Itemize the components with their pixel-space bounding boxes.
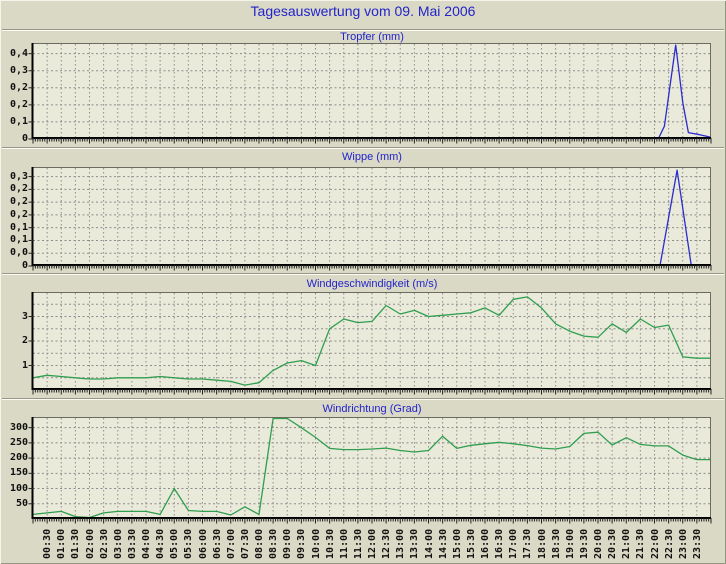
x-axis-label: 12:30	[381, 528, 393, 559]
x-axis-label: 17:00	[508, 528, 520, 559]
x-axis-label: 14:30	[437, 528, 449, 559]
x-axis-label: 19:00	[564, 528, 576, 559]
y-axis-label: 3	[21, 310, 28, 322]
y-axis-label: 300	[9, 421, 28, 433]
x-axis-label: 11:00	[338, 528, 350, 559]
x-axis-label: 23:00	[677, 528, 689, 559]
y-axis-label: 200	[9, 452, 28, 464]
x-axis-label: 16:00	[480, 528, 491, 559]
x-axis-label: 05:00	[169, 528, 181, 559]
x-axis-label: 09:30	[296, 528, 308, 559]
x-axis-label: 18:30	[550, 528, 562, 559]
x-axis-label: 17:30	[522, 528, 534, 559]
x-axis-label: 04:00	[141, 528, 152, 559]
x-axis-label: 15:00	[451, 528, 463, 559]
y-axis-label: 0,2	[9, 81, 28, 93]
x-axis-label: 01:00	[56, 528, 68, 559]
x-axis-label: 08:00	[254, 528, 265, 559]
x-axis-label: 07:00	[225, 528, 237, 559]
separator	[2, 398, 724, 400]
y-axis-label: 0,4	[9, 47, 28, 59]
plot-windrichtung	[28, 417, 712, 524]
y-axis-label: 0,0	[9, 247, 28, 259]
x-axis-label: 01:30	[70, 528, 82, 559]
y-axis-label: 250	[9, 436, 28, 448]
x-axis-label: 21:00	[621, 528, 633, 559]
x-axis-label: 10:30	[324, 528, 336, 559]
x-axis-label: 13:30	[409, 528, 421, 559]
y-axis-label: 0	[21, 260, 28, 271]
y-axis-label: 0,2	[9, 98, 28, 110]
x-axis-label: 22:30	[663, 528, 675, 559]
x-axis-label: 05:30	[183, 528, 195, 559]
y-axis-label: 0,3	[9, 64, 28, 76]
y-axis-label: 0,1	[9, 115, 28, 127]
chart-title-windrichtung: Windrichtung (Grad)	[322, 403, 422, 415]
x-axis-label: 08:30	[268, 528, 280, 559]
x-axis-label: 19:30	[578, 528, 590, 559]
x-axis-label: 16:30	[494, 528, 506, 559]
x-axis-label: 21:30	[635, 528, 647, 559]
chart-title-windgeschwindigkeit: Windgeschwindigkeit (m/s)	[306, 278, 438, 290]
y-axis-label: 1	[21, 359, 28, 371]
separator	[2, 29, 724, 31]
y-axis-label: 150	[9, 467, 28, 479]
separator	[2, 147, 724, 149]
y-axis-label: 50	[15, 497, 28, 509]
chart-title-wippe: Wippe (mm)	[342, 151, 402, 163]
x-axis-label: 03:00	[112, 528, 124, 559]
plot-windgeschwindigkeit	[28, 292, 712, 395]
x-axis-label: 13:00	[395, 528, 407, 559]
x-axis-label: 02:00	[84, 528, 96, 559]
x-axis-label: 06:30	[211, 528, 223, 559]
y-axis-label: 2	[21, 335, 28, 346]
x-axis-label: 22:00	[649, 528, 661, 559]
x-axis-label: 06:00	[197, 528, 209, 559]
x-axis-label: 18:00	[536, 528, 548, 559]
y-axis-label: 0,2	[9, 183, 28, 195]
x-axis-label: 10:00	[310, 528, 322, 559]
x-axis-label: 07:30	[239, 528, 251, 559]
plot-wippe	[28, 167, 712, 271]
x-axis-label: 00:30	[42, 528, 54, 559]
x-axis-label: 20:00	[593, 528, 604, 559]
y-axis-label: 0,1	[9, 221, 28, 233]
x-axis-label: 14:00	[423, 528, 435, 559]
y-axis-label: 0,2	[9, 208, 28, 220]
page-title: Tagesauswertung vom 09. Mai 2006	[250, 3, 476, 19]
x-axis-label: 12:00	[367, 528, 378, 559]
x-axis-label: 23:30	[691, 528, 703, 559]
separator	[2, 273, 724, 275]
y-axis-label: 100	[9, 482, 28, 494]
y-axis-label: 0,2	[9, 196, 28, 208]
plot-tropfer	[28, 43, 712, 144]
chart-title-tropfer: Tropfer (mm)	[340, 31, 404, 43]
x-axis-label: 09:00	[282, 528, 294, 559]
y-axis-label: 0	[21, 133, 28, 144]
y-axis-label: 0,1	[9, 234, 28, 246]
x-axis-label: 02:30	[98, 528, 110, 559]
x-axis-label: 15:30	[465, 528, 477, 559]
x-axis-label: 04:30	[155, 528, 167, 559]
x-axis-label: 20:30	[607, 528, 619, 559]
x-axis-label: 03:30	[126, 528, 138, 559]
y-axis-label: 0,3	[9, 170, 28, 182]
x-axis-label: 11:30	[352, 528, 364, 559]
